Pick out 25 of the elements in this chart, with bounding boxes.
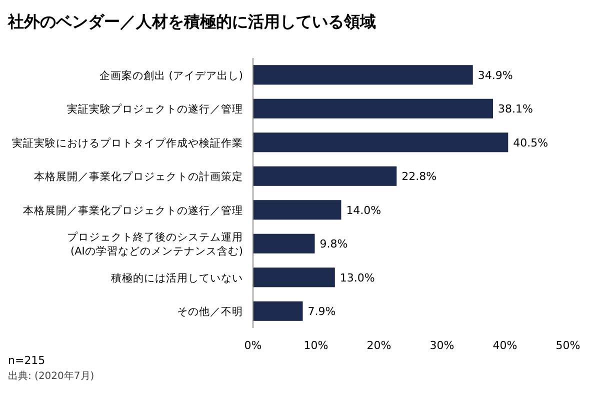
data-label: 7.9%	[308, 305, 336, 318]
y-tick-label: 企画案の創出 (アイデア出し)	[99, 68, 243, 82]
data-label: 40.5%	[513, 136, 548, 150]
source-note: 出典: (2020年7月)	[8, 370, 94, 382]
data-label: 38.1%	[498, 102, 533, 116]
x-tick-label: 40%	[492, 339, 518, 352]
data-label: 13.0%	[340, 271, 375, 284]
y-tick-label: 本格展開／事業化プロジェクトの遂行／管理	[23, 204, 243, 217]
y-tick-label: その他／不明	[177, 306, 243, 318]
data-label: 34.9%	[478, 68, 513, 82]
y-tick-label: 実証実験におけるプロトタイプ作成や検証作業	[12, 136, 243, 150]
x-tick-label: 30%	[430, 339, 454, 352]
data-label: 22.8%	[402, 170, 437, 184]
x-tick-label: 10%	[304, 339, 328, 352]
data-label: 9.8%	[320, 238, 348, 251]
y-tick-label: 実証実験プロジェクトの遂行／管理	[67, 102, 243, 116]
x-tick-label: 20%	[366, 339, 392, 352]
y-tick-label: 本格展開／事業化プロジェクトの計画策定	[34, 170, 243, 184]
x-tick-label: 50%	[556, 339, 580, 352]
data-label: 14.0%	[346, 204, 382, 217]
chart-title: 社外のベンダー／人材を積極的に活用している領域	[7, 12, 376, 31]
x-tick-label: 0%	[244, 339, 262, 352]
y-tick-label: 積極的には活用していない	[111, 272, 243, 284]
text: n=215	[8, 354, 46, 367]
y-tick-label: プロジェクト終了後のシステム運用 (AIの学習などのメンテナンス含む)	[67, 230, 243, 258]
